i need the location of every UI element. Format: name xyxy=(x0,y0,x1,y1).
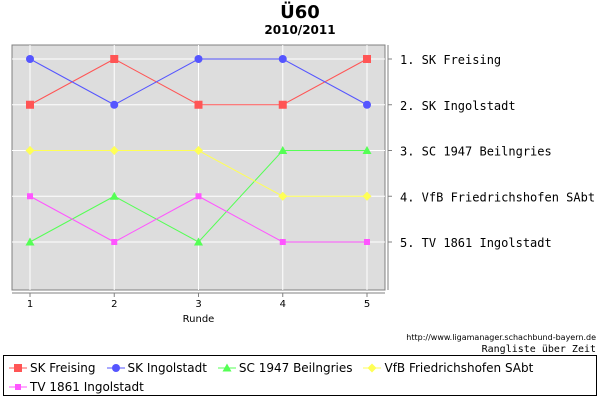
series-line xyxy=(26,55,371,109)
source-note: Rangliste über Zeit xyxy=(481,344,596,355)
legend-marker-icon xyxy=(9,384,27,390)
data-point xyxy=(194,100,203,109)
data-point xyxy=(111,364,120,372)
data-point xyxy=(279,239,286,245)
chart-title: Ü60 xyxy=(280,2,320,23)
data-point xyxy=(363,55,371,63)
data-point xyxy=(26,55,34,63)
rank-label: 5. TV 1861 Ingolstadt xyxy=(400,236,552,250)
legend-label: SC 1947 Beilngries xyxy=(238,361,353,375)
data-point xyxy=(278,55,287,63)
data-point xyxy=(109,146,119,155)
series-line xyxy=(25,146,372,201)
data-point xyxy=(278,146,288,154)
legend: SK Freising SK Ingolstadt SC 1947 Beilngri… xyxy=(3,355,597,396)
chart-subtitle: 2010/2011 xyxy=(264,23,336,37)
data-point xyxy=(110,100,119,109)
data-point xyxy=(25,237,35,246)
legend-item: SK Freising xyxy=(9,361,96,375)
data-point xyxy=(25,146,35,155)
data-point xyxy=(362,191,372,201)
data-point xyxy=(194,146,203,155)
data-point xyxy=(14,364,22,372)
data-point xyxy=(194,55,203,63)
series-line xyxy=(27,193,370,245)
legend-marker-icon xyxy=(106,364,125,372)
data-point xyxy=(27,193,33,200)
legend-item: TV 1861 Ingolstadt xyxy=(9,380,144,394)
rank-label: 3. SC 1947 Beilngries xyxy=(400,145,552,159)
legend-label: SK Freising xyxy=(30,361,96,375)
x-tick-label: 5 xyxy=(364,299,370,310)
data-point xyxy=(362,146,372,154)
x-axis-label: Runde xyxy=(183,314,215,325)
data-point xyxy=(367,363,377,373)
data-point xyxy=(194,237,203,246)
data-point xyxy=(111,239,118,245)
data-point xyxy=(222,363,232,372)
data-point xyxy=(109,191,119,200)
x-tick-label: 3 xyxy=(195,299,201,310)
legend-item: SC 1947 Beilngries xyxy=(217,361,353,375)
rank-label: 1. SK Freising xyxy=(400,53,501,67)
legend-marker-icon xyxy=(9,364,27,372)
data-point xyxy=(26,100,34,109)
x-tick-label: 4 xyxy=(280,299,286,310)
source-url: http://www.ligamanager.schachbund-bayern… xyxy=(406,333,596,342)
data-point xyxy=(195,193,202,200)
data-point xyxy=(278,100,287,109)
data-point xyxy=(364,239,370,245)
legend-item: SK Ingolstadt xyxy=(106,361,207,375)
data-point xyxy=(110,55,119,63)
data-point xyxy=(278,191,288,201)
rank-label: 2. SK Ingolstadt xyxy=(400,99,516,113)
rank-label: 4. VfB Friedrichshofen SAbt xyxy=(400,190,595,204)
data-point xyxy=(15,384,21,390)
legend-marker-icon xyxy=(217,363,236,372)
legend-label: VfB Friedrichshofen SAbt xyxy=(384,361,534,375)
line-chart: 1 2 3 4 5 Runde 1. SK Freising 2. SK Ingolstadt… xyxy=(11,44,595,325)
x-tick-label: 2 xyxy=(111,299,117,310)
legend-label: TV 1861 Ingolstadt xyxy=(30,380,144,394)
series-line xyxy=(26,55,371,109)
legend-label: SK Ingolstadt xyxy=(127,361,207,375)
legend-item: VfB Friedrichshofen SAbt xyxy=(363,361,533,375)
data-point xyxy=(363,100,371,109)
series-line xyxy=(25,146,372,246)
x-tick-label: 1 xyxy=(27,299,33,310)
legend-marker-icon xyxy=(363,363,382,373)
